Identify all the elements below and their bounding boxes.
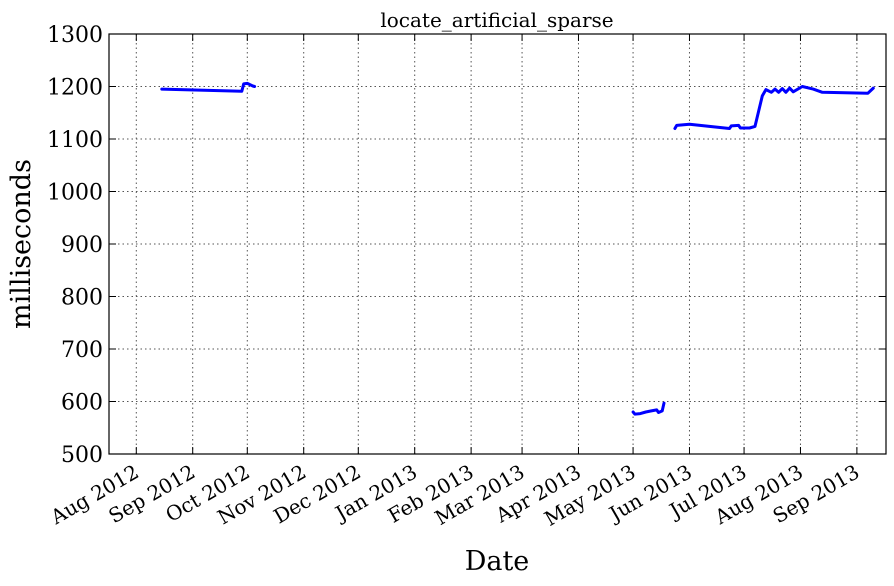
y-tick-label: 1300	[47, 23, 103, 48]
y-tick-label: 1200	[47, 76, 103, 101]
y-tick-label: 800	[61, 286, 103, 311]
series-line-segment	[673, 85, 875, 130]
y-tick-label: 1100	[47, 128, 103, 153]
grid	[109, 33, 886, 455]
series-line-segment	[631, 401, 666, 416]
series-locate-artificial-sparse	[160, 81, 875, 416]
x-axis-label: Date	[465, 546, 530, 577]
series-line-segment	[160, 81, 257, 93]
y-tick-label: 600	[61, 391, 103, 416]
y-tick-label: 900	[61, 233, 103, 258]
y-tick-label: 700	[61, 338, 103, 363]
axis-ticks	[109, 33, 886, 455]
y-axis-label: milliseconds	[6, 159, 37, 329]
y-axis-tick-labels: 500 600 700 800 900 1000 1100 1200 1300	[47, 23, 103, 468]
y-tick-label: 1000	[47, 181, 103, 206]
chart-title: locate_artificial_sparse	[380, 8, 613, 32]
y-tick-label: 500	[61, 443, 103, 468]
